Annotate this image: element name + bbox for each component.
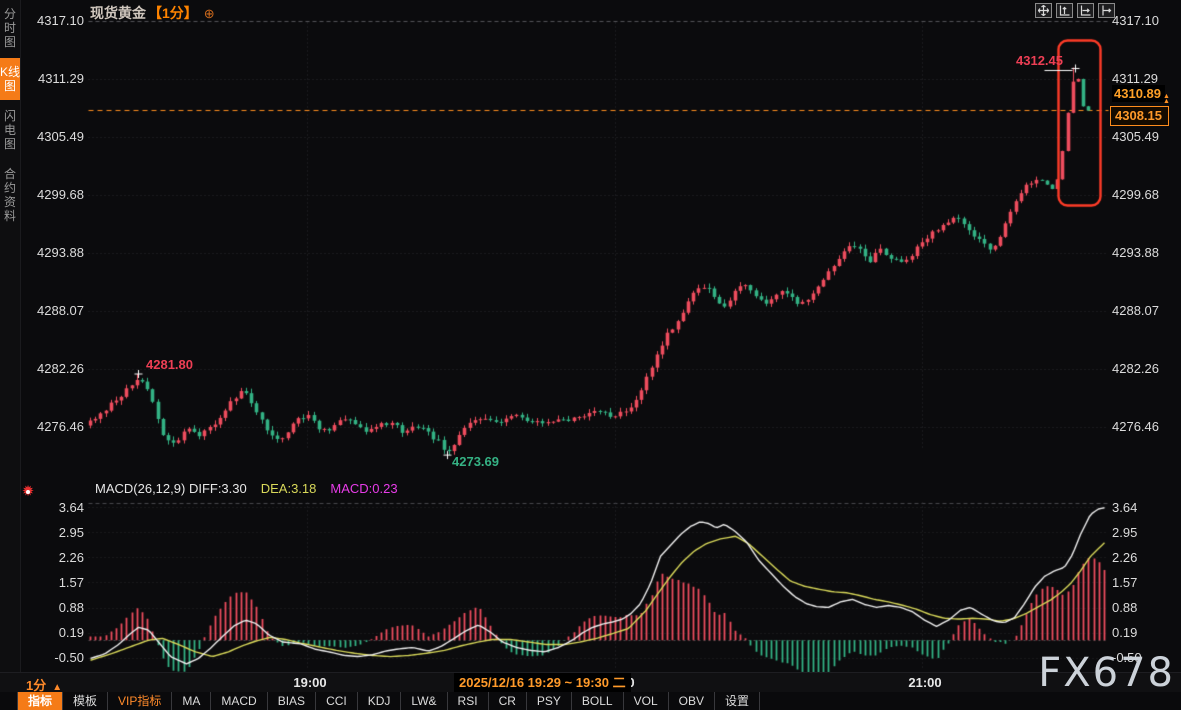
macd-tick-label: 0.88: [1112, 600, 1138, 616]
hover-time-tooltip: 2025/12/16 19:29 ~ 19:30 二: [454, 673, 631, 693]
dea-value: DEA:3.18: [260, 481, 317, 496]
chart-title: 现货黄金 【1分】 ⊕: [90, 3, 215, 23]
watermark: FX678: [1038, 650, 1175, 696]
price-tick-label: 4317.10: [37, 13, 84, 28]
swing-high-label: 4281.80: [146, 357, 193, 372]
symbol-name: 现货黄金: [90, 5, 146, 21]
price-tick-label: 4311.29: [1112, 71, 1159, 87]
toolbar-item-7[interactable]: KDJ: [358, 692, 402, 710]
toolbar-item-1[interactable]: 模板: [63, 692, 109, 710]
macd-indicator-label: MACD(26,12,9) DIFF:3.30: [95, 481, 247, 496]
price-tick-label: 4311.29: [37, 71, 84, 87]
sidebar-item-2[interactable]: 闪电图: [3, 109, 16, 151]
sidebar-item-1[interactable]: K线图: [0, 58, 20, 100]
price-scroll-marker-icon[interactable]: ▲ ▲: [1163, 93, 1170, 105]
toolbar-item-4[interactable]: MACD: [211, 692, 268, 710]
jump-latest-icon[interactable]: [1098, 3, 1115, 18]
macd-tick-label: 2.26: [58, 549, 84, 565]
macd-tick-label: 3.64: [1112, 499, 1138, 515]
macd-value: MACD:0.23: [330, 481, 398, 496]
period-badge[interactable]: 1分 ▲: [26, 678, 63, 693]
macd-tick-label: 1.57: [1112, 574, 1138, 590]
toolbar-item-6[interactable]: CCI: [316, 692, 358, 710]
toolbar-item-0[interactable]: 指标: [17, 692, 64, 710]
toolbar-item-8[interactable]: LW&: [401, 692, 448, 710]
chart-toolbar-icons: [1035, 3, 1115, 18]
chart-type-sidebar: 分时图 K线图闪电图合约资料: [0, 0, 21, 672]
indicator-settings-icon[interactable]: ⊕: [203, 6, 215, 21]
macd-tick-label: 2.95: [1112, 524, 1138, 540]
toolbar-item-9[interactable]: RSI: [448, 692, 489, 710]
sidebar-item-0[interactable]: 分时图: [3, 7, 16, 49]
period-up-arrow-icon: ▲: [52, 682, 63, 693]
price-tick-label: 4317.10: [1112, 13, 1159, 28]
swing-low-label: 4273.69: [452, 454, 499, 469]
toolbar-item-14[interactable]: OBV: [669, 692, 715, 710]
session-high-label: 4312.45: [1016, 53, 1063, 68]
price-tick-label: 4293.88: [37, 245, 84, 261]
toolbar-item-2[interactable]: VIP指标: [108, 692, 173, 710]
price-tick-label: 4288.07: [37, 303, 84, 319]
toolbar-item-12[interactable]: BOLL: [572, 692, 624, 710]
macd-tick-label: 0.19: [58, 625, 84, 641]
macd-tick-label: 3.64: [58, 499, 84, 515]
price-tick-label: 4282.26: [37, 361, 84, 377]
indicator-alert-icon: ✹: [21, 483, 35, 500]
toolbar-item-3[interactable]: MA: [172, 692, 212, 710]
macd-tick-label: -0.50: [1112, 650, 1142, 666]
time-tick-21:00: 21:00: [908, 675, 942, 690]
scale-vertical-icon[interactable]: [1056, 3, 1073, 18]
toolbar-item-10[interactable]: CR: [489, 692, 527, 710]
price-tick-label: 4299.68: [1112, 187, 1159, 203]
bid-price-badge: 4310.89: [1112, 85, 1165, 102]
price-tick-label: 4288.07: [1112, 303, 1159, 319]
price-tick-label: 4276.46: [37, 419, 84, 435]
time-tick-19:00: 19:00: [293, 675, 327, 690]
price-tick-label: 4299.68: [37, 187, 84, 203]
scale-horizontal-icon[interactable]: [1077, 3, 1094, 18]
crosshair-icon[interactable]: [1035, 3, 1052, 18]
toolbar-item-11[interactable]: PSY: [527, 692, 572, 710]
price-tick-label: 4282.26: [1112, 361, 1159, 377]
indicator-toolbar: 指标 模板 VIP指标 MA MACD BIAS CCI KDJ LW& RSI CR PSY BOLL…: [0, 692, 1181, 710]
toolbar-item-15[interactable]: 设置: [715, 692, 760, 710]
macd-tick-label: 0.88: [58, 600, 84, 616]
macd-tick-label: -0.50: [54, 650, 84, 666]
macd-tick-label: 1.57: [58, 574, 84, 590]
price-tick-label: 4293.88: [1112, 245, 1159, 261]
last-price-badge: 4308.15: [1110, 106, 1169, 126]
macd-tick-label: 2.95: [58, 524, 84, 540]
toolbar-item-13[interactable]: VOL: [624, 692, 669, 710]
period-label: 【1分】: [148, 5, 198, 21]
price-tick-label: 4276.46: [1112, 419, 1159, 435]
macd-tick-label: 2.26: [1112, 549, 1138, 565]
toolbar-item-5[interactable]: BIAS: [268, 692, 317, 710]
sidebar-item-3[interactable]: 合约资料: [3, 167, 16, 223]
price-tick-label: 4305.49: [1112, 129, 1159, 145]
macd-tick-label: 0.19: [1112, 625, 1138, 641]
macd-readout: MACD(26,12,9) DIFF:3.30 DEA:3.18 MACD:0.23: [95, 481, 398, 496]
price-tick-label: 4305.49: [37, 129, 84, 145]
